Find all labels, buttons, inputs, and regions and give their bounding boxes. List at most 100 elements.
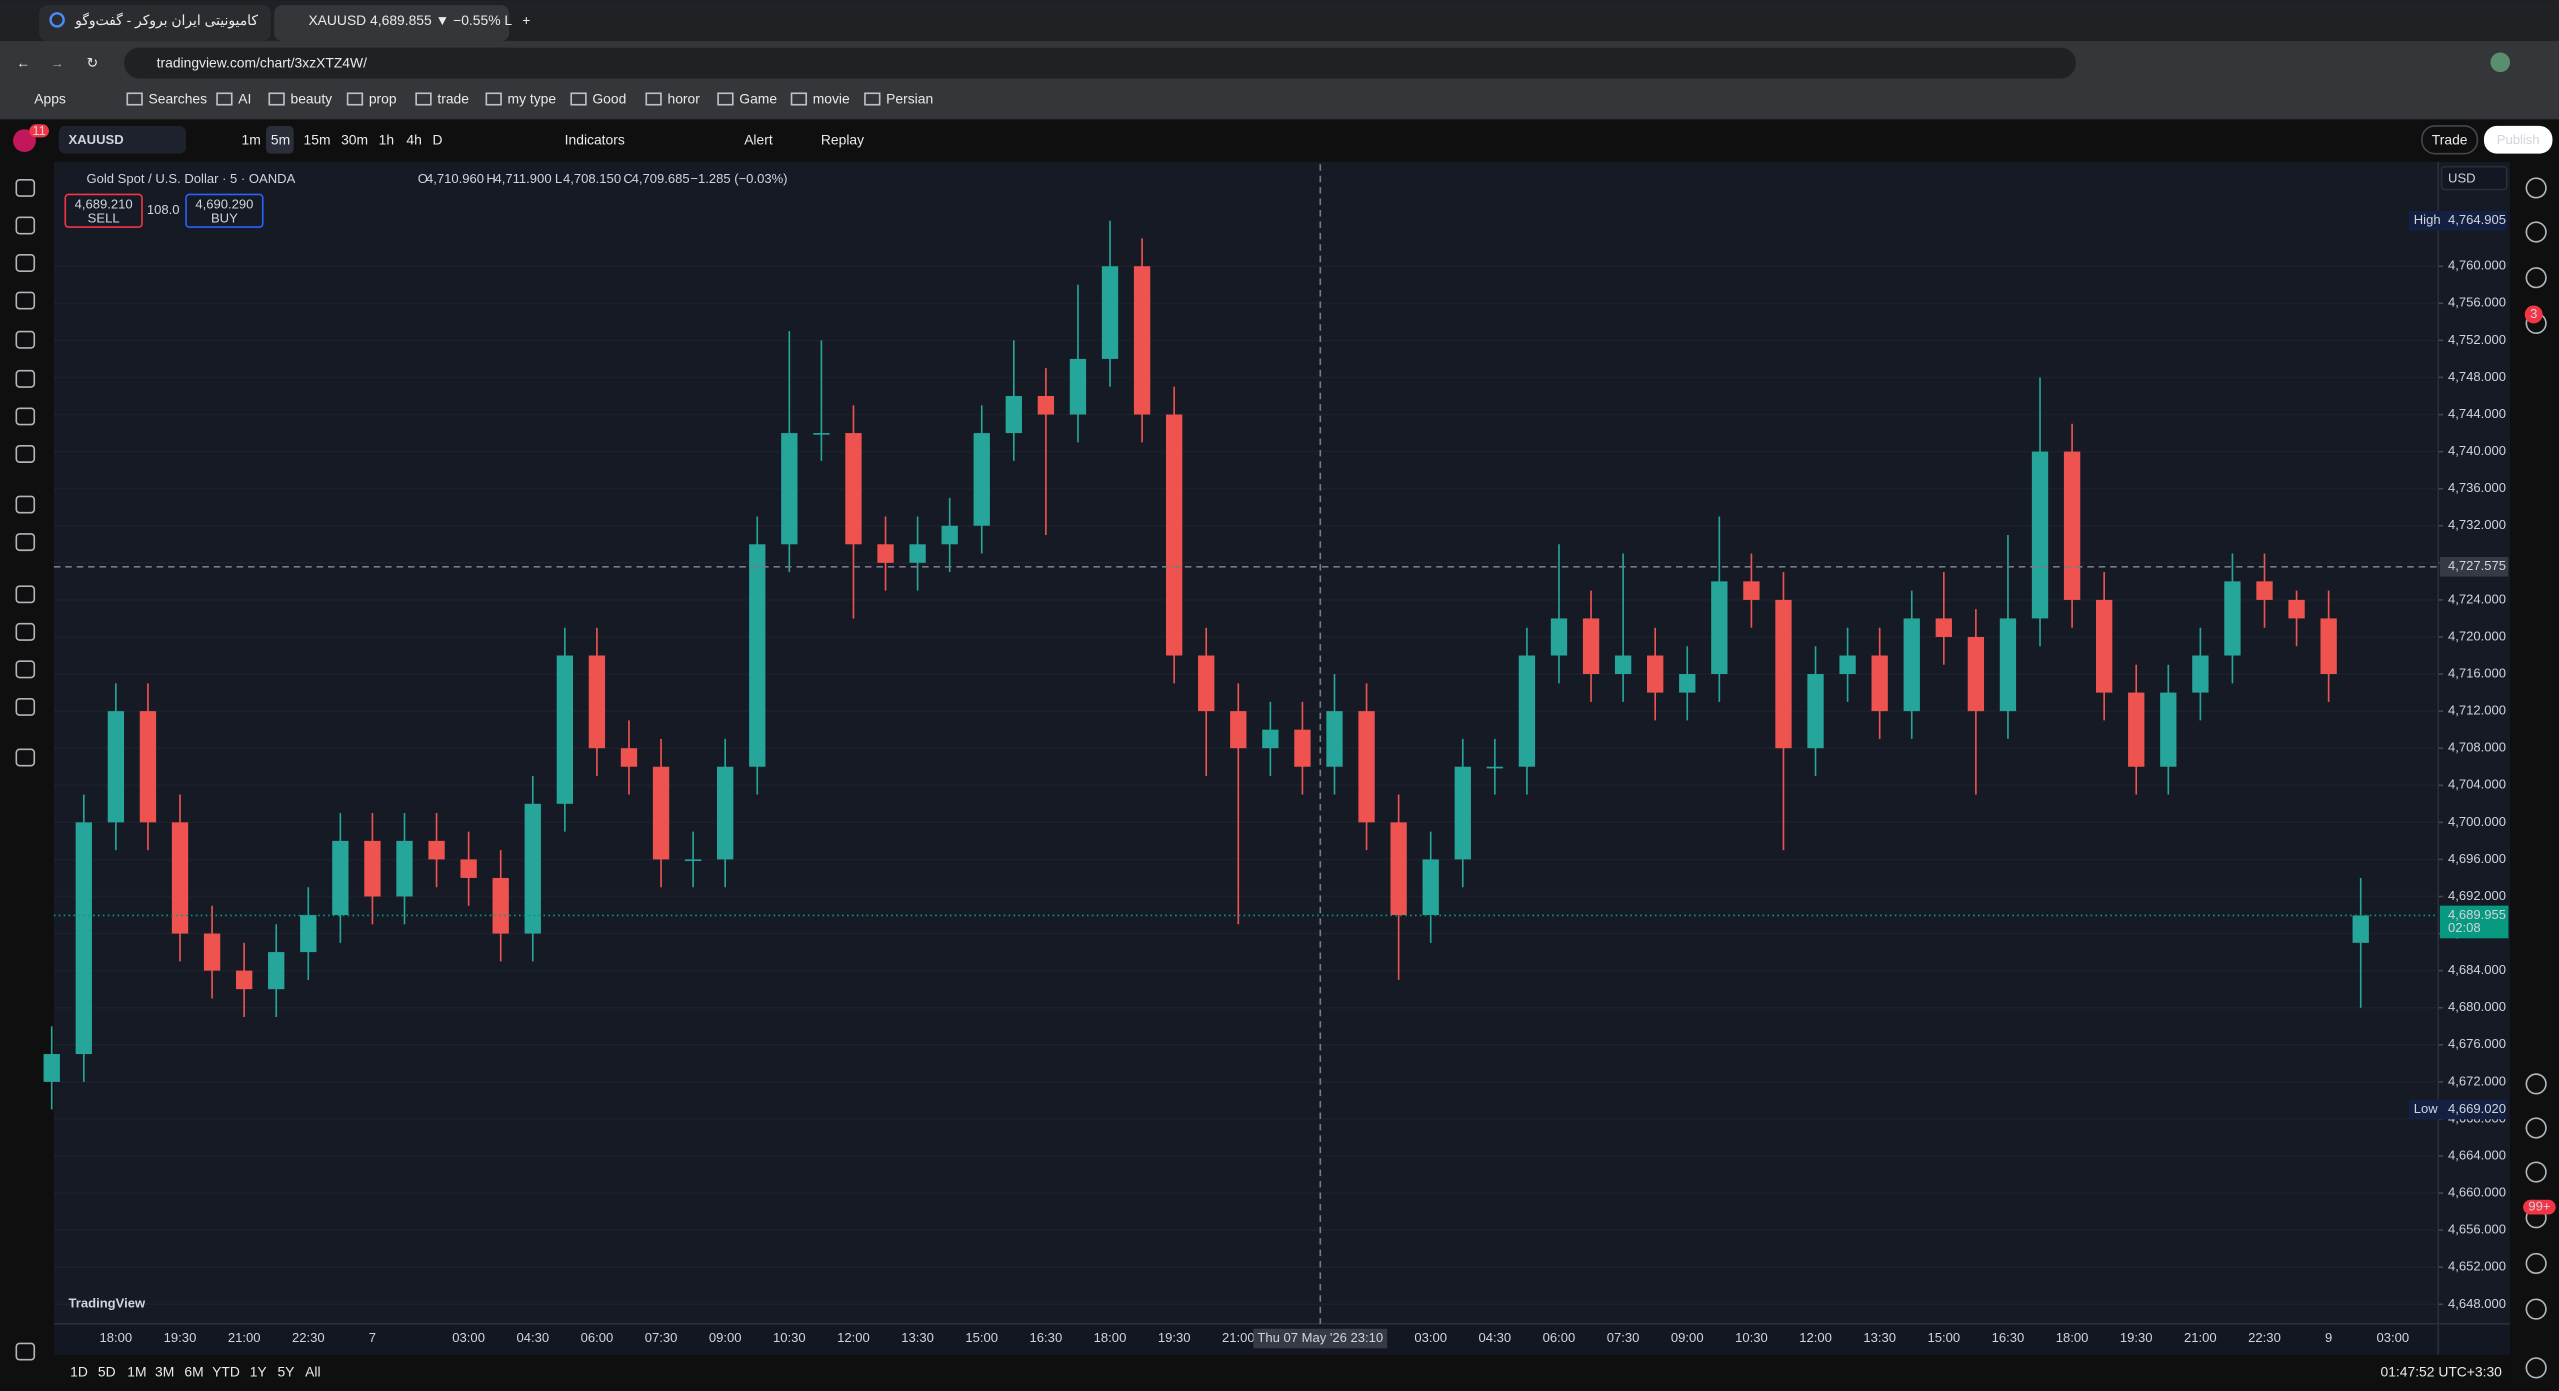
publish-button[interactable] bbox=[2483, 125, 2553, 154]
sidebar-icon[interactable] bbox=[2525, 1117, 2547, 1139]
symbol[interactable]: XAUUSD bbox=[69, 132, 124, 147]
profile[interactable] bbox=[2490, 52, 2511, 73]
candle-body bbox=[1422, 859, 1439, 916]
interval[interactable]: D bbox=[432, 131, 442, 147]
tool-icon[interactable] bbox=[15, 697, 36, 716]
new-tab[interactable]: + bbox=[522, 12, 530, 28]
tool-icon[interactable] bbox=[15, 1342, 36, 1361]
tool-icon[interactable] bbox=[15, 369, 36, 388]
sidebar-icon[interactable] bbox=[2525, 221, 2547, 243]
range-button[interactable]: 5D bbox=[98, 1363, 116, 1379]
publish[interactable]: Publish bbox=[2497, 132, 2540, 147]
countdown: 02:08 bbox=[2448, 920, 2481, 935]
bookmark[interactable]: my type bbox=[508, 90, 557, 106]
sell-label[interactable]: SELL bbox=[88, 210, 120, 225]
sidebar-icon[interactable] bbox=[2525, 1298, 2547, 1320]
range-button[interactable]: All bbox=[305, 1363, 320, 1379]
tool-icon[interactable] bbox=[15, 178, 36, 197]
sell-price[interactable]: 4,689.210 bbox=[75, 197, 133, 212]
back[interactable]: ← bbox=[16, 55, 30, 71]
sidebar-icon[interactable] bbox=[2525, 267, 2547, 289]
interval[interactable]: 15m bbox=[304, 131, 331, 147]
range-button[interactable]: 3M bbox=[155, 1363, 174, 1379]
sidebar-icon[interactable] bbox=[2525, 1073, 2547, 1095]
candle-body bbox=[1198, 655, 1215, 712]
alert[interactable]: Alert bbox=[744, 131, 773, 147]
tool-icon[interactable] bbox=[15, 291, 36, 310]
buy-price[interactable]: 4,690.290 bbox=[195, 197, 253, 212]
sidebar-icon[interactable] bbox=[2525, 1252, 2547, 1275]
indicators[interactable]: Indicators bbox=[565, 131, 625, 147]
bookmark[interactable]: beauty bbox=[290, 90, 332, 106]
candle-body bbox=[171, 822, 189, 934]
candle-body bbox=[2192, 655, 2209, 693]
bookmark[interactable]: Good bbox=[592, 90, 626, 106]
tool-icon[interactable] bbox=[15, 216, 36, 235]
price-marker-value: 4,669.020 bbox=[2448, 1101, 2506, 1116]
tab-title: XAUUSD 4,689.855 ▼ −0.55% L bbox=[308, 12, 512, 28]
forward[interactable]: → bbox=[51, 55, 64, 70]
range-button[interactable]: 1M bbox=[127, 1363, 146, 1379]
y-tick-label: 4,656.000 bbox=[2448, 1222, 2506, 1237]
candle-body bbox=[1486, 766, 1504, 769]
tool-icon[interactable] bbox=[15, 444, 36, 463]
omnibox[interactable] bbox=[124, 47, 2076, 79]
tab[interactable] bbox=[39, 5, 271, 42]
crosshair-price: 4,727.575 bbox=[2448, 558, 2506, 573]
badge-text: 99+ bbox=[2528, 1199, 2550, 1214]
range-button[interactable]: 1D bbox=[70, 1363, 88, 1379]
interval[interactable]: 5m bbox=[271, 131, 290, 147]
bookmark[interactable]: Game bbox=[739, 90, 777, 106]
trade-button[interactable] bbox=[2421, 125, 2479, 155]
bookmark[interactable]: movie bbox=[813, 90, 850, 106]
currency[interactable]: USD bbox=[2448, 170, 2476, 185]
sell-button[interactable] bbox=[64, 193, 143, 228]
currency-select[interactable] bbox=[2440, 165, 2508, 191]
folder-icon bbox=[268, 92, 285, 106]
tool-icon[interactable] bbox=[15, 585, 36, 604]
range-button[interactable]: 1Y bbox=[250, 1363, 267, 1379]
interval[interactable]: 1h bbox=[379, 131, 394, 147]
bookmark[interactable]: horor bbox=[667, 90, 700, 106]
bookmark[interactable]: prop bbox=[369, 90, 397, 106]
bookmark[interactable]: Persian bbox=[886, 90, 933, 106]
sidebar-icon[interactable] bbox=[2525, 177, 2547, 199]
sidebar-icon[interactable] bbox=[2525, 1161, 2547, 1183]
tool-icon[interactable] bbox=[15, 495, 36, 514]
interval[interactable]: 4h bbox=[406, 131, 421, 147]
tab-active[interactable] bbox=[274, 5, 510, 42]
trade[interactable]: Trade bbox=[2432, 131, 2468, 147]
chart-pane[interactable] bbox=[53, 161, 2511, 1324]
x-tick-label: 18:00 bbox=[100, 1330, 133, 1345]
bookmark[interactable]: AI bbox=[238, 90, 251, 106]
bookmark[interactable]: Apps bbox=[34, 90, 66, 106]
y-tick-label: 4,736.000 bbox=[2448, 480, 2506, 495]
y-tick-label: 4,740.000 bbox=[2448, 443, 2506, 458]
interval[interactable]: 30m bbox=[341, 131, 368, 147]
range-button[interactable]: YTD bbox=[212, 1363, 240, 1379]
folder-icon bbox=[346, 92, 364, 106]
interval[interactable]: 1m bbox=[242, 131, 261, 147]
url[interactable]: tradingview.com/chart/3xzXTZ4W/ bbox=[157, 55, 367, 71]
symbol-search[interactable] bbox=[58, 125, 187, 154]
tool-icon[interactable] bbox=[15, 407, 36, 426]
sidebar-icon[interactable] bbox=[2525, 1357, 2547, 1379]
candle-body bbox=[909, 544, 926, 563]
buy-label[interactable]: BUY bbox=[211, 210, 238, 225]
avatar[interactable] bbox=[13, 129, 36, 153]
bookmark[interactable]: trade bbox=[437, 90, 469, 106]
replay[interactable]: Replay bbox=[821, 131, 864, 147]
range-button[interactable]: 5Y bbox=[277, 1363, 294, 1379]
x-tick-label: 16:30 bbox=[1030, 1330, 1063, 1345]
tool-icon[interactable] bbox=[15, 330, 36, 349]
tool-icon[interactable] bbox=[15, 660, 36, 679]
tool-icon[interactable] bbox=[15, 533, 36, 552]
reload[interactable]: ↻ bbox=[86, 55, 98, 71]
tool-icon[interactable] bbox=[15, 622, 36, 641]
buy-button[interactable] bbox=[185, 193, 264, 228]
range-button[interactable]: 6M bbox=[184, 1363, 203, 1379]
tool-icon[interactable] bbox=[15, 748, 36, 767]
tool-icon[interactable] bbox=[15, 254, 36, 272]
candle-body bbox=[235, 970, 253, 990]
bookmark[interactable]: Searches bbox=[149, 90, 208, 106]
